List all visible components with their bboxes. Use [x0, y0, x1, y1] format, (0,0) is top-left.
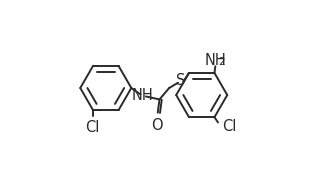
Text: O: O: [151, 118, 163, 133]
Text: Cl: Cl: [222, 119, 237, 134]
Text: Cl: Cl: [85, 120, 99, 135]
Text: NH: NH: [204, 53, 226, 68]
Text: S: S: [176, 73, 185, 89]
Text: 2: 2: [218, 57, 225, 67]
Text: NH: NH: [132, 88, 154, 103]
